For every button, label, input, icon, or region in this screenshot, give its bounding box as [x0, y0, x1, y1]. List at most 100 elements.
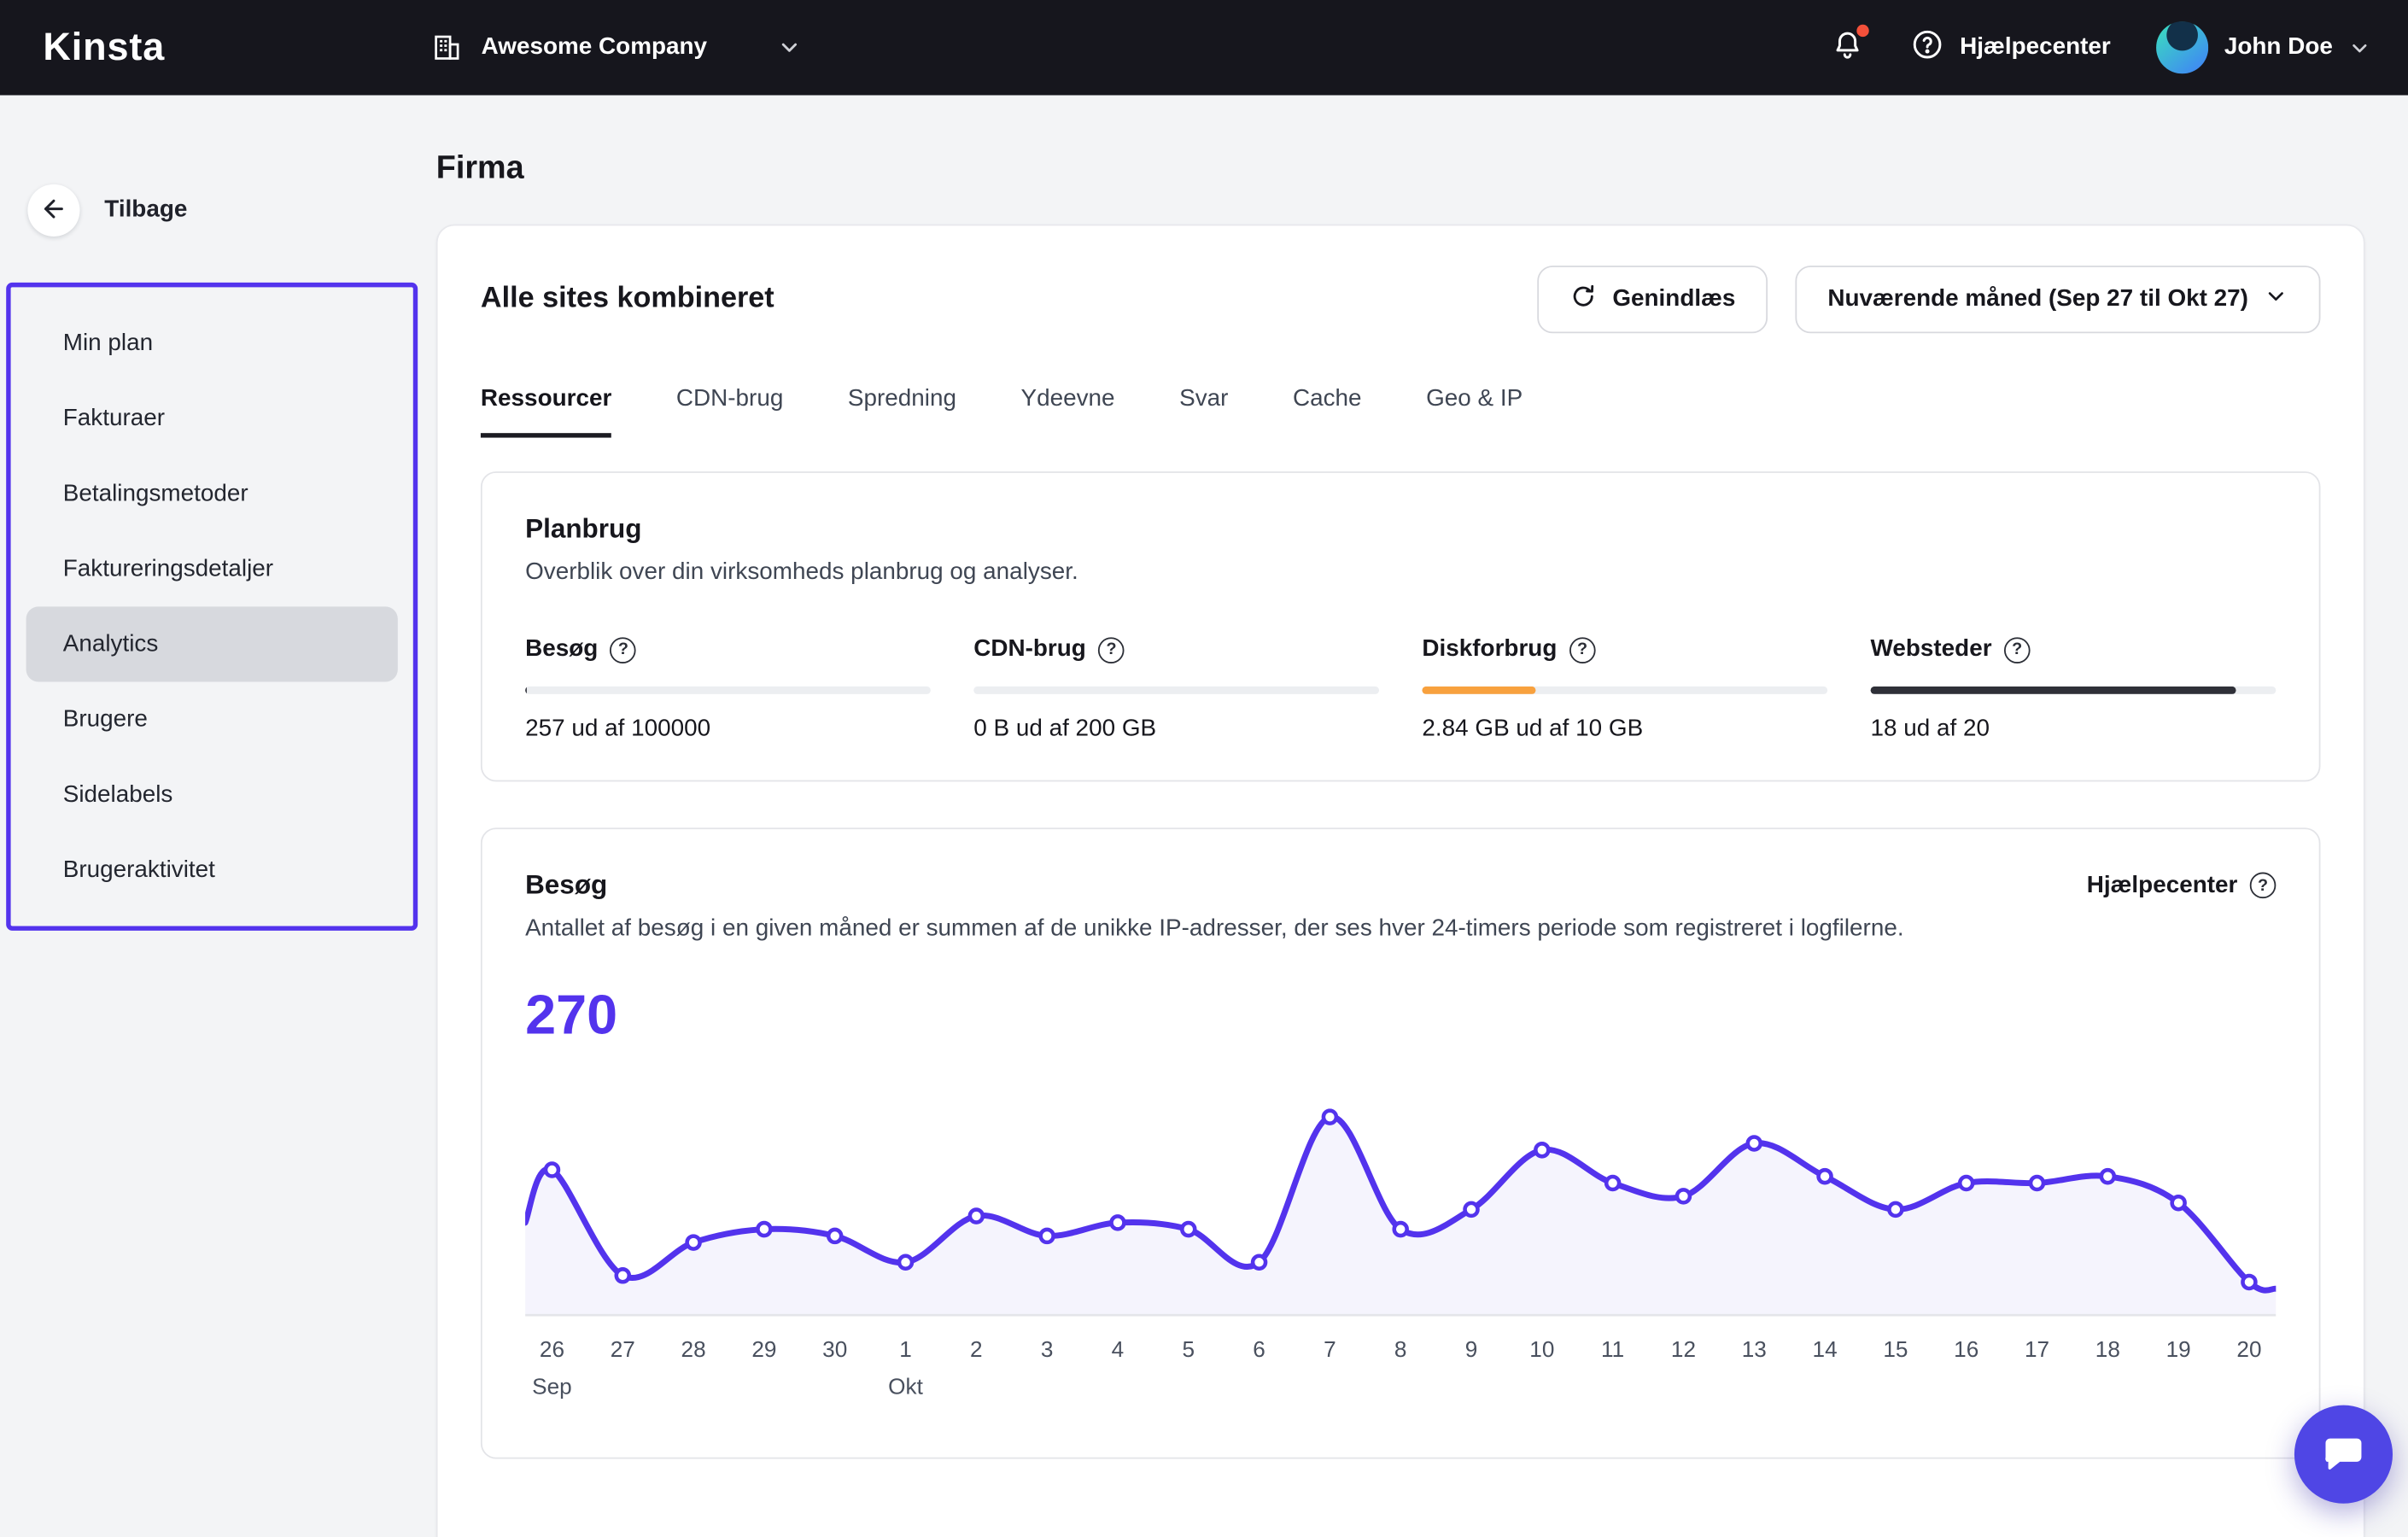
tab-cache[interactable]: Cache: [1292, 385, 1362, 412]
chevron-down-icon: [2264, 283, 2288, 316]
tab-cdn-brug[interactable]: CDN-brug: [675, 385, 784, 412]
period-dropdown[interactable]: Nuværende måned (Sep 27 til Okt 27): [1795, 266, 2321, 334]
notification-dot: [1856, 23, 1870, 37]
metric-cdn-brug: CDN-brug 0 B ud af 200 GB: [973, 635, 1380, 744]
sidebar-item-faktureringsdetaljer[interactable]: Faktureringsdetaljer: [62, 555, 274, 581]
back-button[interactable]: [27, 184, 80, 237]
plan-usage-title: Planbrug: [525, 512, 642, 544]
chevron-down-icon: [778, 35, 803, 60]
user-menu[interactable]: John Doe: [2156, 21, 2371, 74]
svg-text:17: 17: [2025, 1336, 2049, 1362]
svg-text:12: 12: [1671, 1336, 1696, 1362]
visits-help-link[interactable]: Hjælpecenter: [2087, 872, 2276, 899]
usage-progress-bar: [973, 686, 1380, 694]
svg-text:27: 27: [611, 1336, 635, 1362]
metric-label: CDN-brug: [973, 635, 1086, 663]
company-analytics-card: Alle sites kombineret Genindlæs: [435, 224, 2365, 1537]
user-name: John Doe: [2224, 33, 2333, 61]
svg-text:10: 10: [1529, 1336, 1554, 1362]
usage-progress-bar: [1422, 686, 1828, 694]
metric-value: 18 ud af 20: [1870, 716, 1990, 742]
chat-fab[interactable]: [2294, 1405, 2393, 1504]
sidebar-item-betalingsmetoder[interactable]: Betalingsmetoder: [62, 480, 248, 506]
sidebar-item-analytics[interactable]: Analytics: [26, 606, 398, 682]
svg-text:16: 16: [1954, 1336, 1978, 1362]
page-title: Firma: [435, 150, 524, 186]
info-icon[interactable]: [1098, 636, 1125, 663]
svg-text:5: 5: [1182, 1336, 1195, 1362]
usage-metrics: Besøg 257 ud af 100000 CDN-brug 0 B ud af 2…: [525, 636, 2276, 744]
topbar-right: Hjælpecenter John Doe: [1831, 21, 2371, 74]
plan-usage-subtitle: Overblik over din virksomheds planbrug o…: [525, 558, 1078, 586]
svg-text:2: 2: [970, 1336, 983, 1362]
sidebar-menu: Min plan Fakturaer Betalingsmetoder Fakture…: [6, 282, 418, 931]
info-icon[interactable]: [610, 636, 637, 663]
svg-text:8: 8: [1394, 1336, 1407, 1362]
back-label: Tilbage: [104, 196, 188, 223]
svg-text:14: 14: [1813, 1336, 1838, 1362]
notifications-button[interactable]: [1831, 23, 1870, 67]
metric-websteder: Websteder 18 ud af 20: [1870, 635, 2276, 744]
svg-text:6: 6: [1253, 1336, 1265, 1362]
svg-text:3: 3: [1041, 1336, 1054, 1362]
sidebar-item-brugere[interactable]: Brugere: [62, 705, 148, 732]
chat-bubble-icon: [2322, 1430, 2364, 1478]
metric-label: Websteder: [1870, 635, 1992, 663]
svg-text:20: 20: [2236, 1336, 2261, 1362]
company-selector[interactable]: Awesome Company: [432, 32, 802, 63]
metric-diskforbrug: Diskforbrug 2.84 GB ud af 10 GB: [1422, 635, 1828, 744]
info-icon[interactable]: [2003, 636, 2031, 663]
building-icon: [432, 32, 463, 63]
plan-usage-card: Planbrug Overblik over din virksomheds p…: [480, 471, 2321, 782]
visits-total: 270: [525, 983, 618, 1046]
tab-geo-ip[interactable]: Geo & IP: [1426, 385, 1523, 412]
sidebar-item-fakturaer[interactable]: Fakturaer: [62, 404, 166, 431]
help-center-button[interactable]: Hjælpecenter: [1911, 26, 2111, 68]
svg-text:Sep: Sep: [532, 1374, 572, 1400]
sidebar-item-sidelabels[interactable]: Sidelabels: [62, 780, 173, 808]
period-label: Nuværende måned (Sep 27 til Okt 27): [1827, 285, 2248, 313]
tab-svar[interactable]: Svar: [1179, 385, 1229, 412]
reload-label: Genindlæs: [1612, 285, 1736, 313]
metric-value: 0 B ud af 200 GB: [973, 716, 1157, 742]
usage-progress-bar: [1870, 686, 2276, 694]
visits-help-label: Hjælpecenter: [2086, 871, 2238, 898]
visits-title: Besøg: [525, 868, 608, 900]
metric-value: 257 ud af 100000: [525, 716, 711, 742]
svg-text:26: 26: [540, 1336, 564, 1362]
metric-value: 2.84 GB ud af 10 GB: [1422, 716, 1644, 742]
question-circle-icon: [1911, 26, 1945, 68]
avatar: [2156, 21, 2209, 74]
reload-button[interactable]: Genindlæs: [1537, 266, 1768, 334]
tab-ydeevne[interactable]: Ydeevne: [1020, 385, 1115, 412]
info-icon[interactable]: [1569, 636, 1596, 663]
svg-text:7: 7: [1324, 1336, 1336, 1362]
sidebar-item-brugeraktivitet[interactable]: Brugeraktivitet: [62, 856, 215, 883]
metric-label: Diskforbrug: [1422, 635, 1558, 663]
visits-chart-svg: 26 27 28 29 30 1 2 3 4 5 6 7 8 9 10 11 12 13 14 15 16 17 18 19 2…: [522, 1108, 2279, 1400]
company-name: Awesome Company: [481, 33, 708, 61]
svg-text:9: 9: [1465, 1336, 1478, 1362]
svg-text:Okt: Okt: [888, 1374, 923, 1400]
refresh-icon: [1569, 282, 1597, 317]
sidebar-item-min-plan[interactable]: Min plan: [62, 329, 154, 356]
analytics-tabs: Ressourcer CDN-brug Spredning Ydeevne Svar Ca…: [480, 385, 2321, 438]
visits-card: Besøg Hjælpecenter Antallet af besøg i e…: [480, 827, 2321, 1459]
svg-text:13: 13: [1742, 1336, 1767, 1362]
sidebar: Tilbage Min plan Fakturaer Betalingsmetode…: [0, 96, 436, 931]
svg-text:30: 30: [822, 1336, 847, 1362]
tab-spredning[interactable]: Spredning: [847, 385, 956, 412]
visits-subtitle: Antallet af besøg i en given måned er su…: [525, 915, 1904, 942]
kinsta-logo: Kinsta: [43, 25, 166, 69]
topbar: Kinsta Awesome Company: [0, 0, 2408, 96]
metric-bes-g: Besøg 257 ud af 100000: [525, 636, 931, 744]
svg-text:15: 15: [1883, 1336, 1908, 1362]
svg-text:4: 4: [1112, 1336, 1125, 1362]
visits-line-chart: 26 27 28 29 30 1 2 3 4 5 6 7 8 9 10 11 12 13 14 15 16 17 18 19 2…: [522, 1060, 2279, 1421]
svg-text:11: 11: [1601, 1336, 1624, 1362]
card-title: Alle sites kombineret: [480, 282, 774, 315]
chevron-down-icon: [2348, 36, 2371, 59]
tab-ressourcer[interactable]: Ressourcer: [480, 385, 612, 438]
svg-text:19: 19: [2166, 1336, 2191, 1362]
